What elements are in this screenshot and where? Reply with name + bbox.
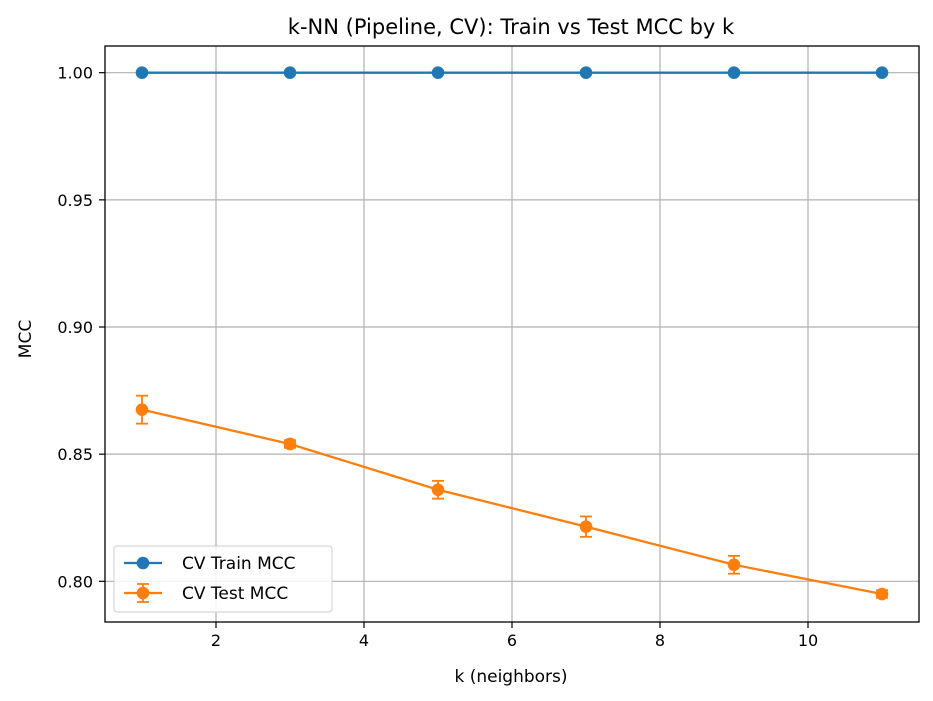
- data-point: [431, 66, 445, 80]
- chart-title: k-NN (Pipeline, CV): Train vs Test MCC b…: [288, 15, 735, 39]
- data-point: [727, 66, 741, 80]
- legend-label: CV Train MCC: [182, 554, 296, 574]
- x-tick-label: 10: [798, 631, 818, 650]
- data-point: [283, 437, 297, 451]
- data-point: [135, 403, 149, 416]
- legend: CV Train MCC CV Test MCC: [113, 545, 333, 613]
- data-point: [727, 558, 741, 572]
- ticks: 2 4 6 8 10 0.80 0.85 0.90 0.95 1.00: [57, 64, 818, 650]
- data-point: [283, 66, 297, 80]
- data-point: [579, 66, 593, 80]
- x-tick-label: 4: [359, 631, 369, 650]
- y-axis-label: MCC: [16, 320, 36, 358]
- legend-label: CV Test MCC: [182, 584, 288, 604]
- series-layer: [135, 66, 889, 601]
- data-point: [135, 66, 149, 80]
- data-point: [875, 66, 889, 80]
- x-axis-label: k (neighbors): [454, 667, 567, 687]
- legend-box: [113, 545, 333, 613]
- grid: [105, 46, 919, 622]
- y-tick-label: 0.95: [57, 191, 93, 210]
- data-point: [431, 483, 445, 497]
- y-tick-label: 0.85: [57, 445, 93, 464]
- series-2: [135, 394, 889, 601]
- x-tick-label: 6: [507, 631, 517, 650]
- y-tick-label: 0.90: [57, 318, 93, 337]
- y-tick-label: 0.80: [57, 572, 93, 591]
- series-line: [141, 408, 883, 596]
- data-point: [875, 587, 889, 601]
- legend-marker: [136, 586, 150, 600]
- data-point: [579, 520, 593, 533]
- y-tick-label: 1.00: [57, 64, 93, 83]
- legend-marker: [136, 556, 150, 570]
- x-tick-label: 2: [211, 631, 221, 650]
- x-tick-label: 8: [655, 631, 665, 650]
- series-1: [135, 66, 889, 80]
